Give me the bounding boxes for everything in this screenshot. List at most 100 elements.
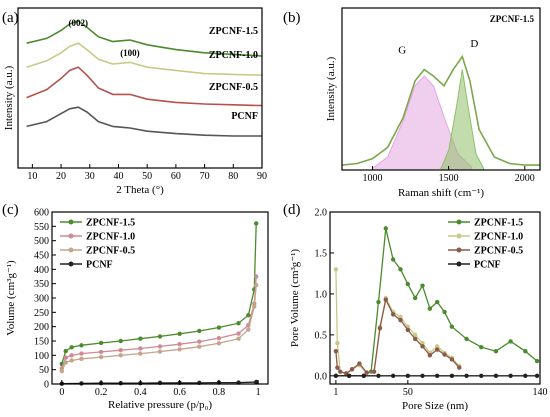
plot-frame <box>329 211 541 385</box>
series-label: PCNF <box>231 111 258 122</box>
xrd-line-zpcnf-1-5 <box>26 19 263 57</box>
data-point <box>442 352 447 357</box>
x-tick-label: 20 <box>56 171 66 182</box>
y-tick-label: 100 <box>34 351 49 362</box>
data-point <box>534 358 540 364</box>
data-point <box>246 313 251 318</box>
y-tick-label: 550 <box>34 222 49 233</box>
plot-frame <box>341 7 541 171</box>
data-point <box>349 367 355 372</box>
plot-frame <box>17 7 263 169</box>
y-tick-label: 0 <box>44 380 49 391</box>
data-point <box>493 349 499 354</box>
data-point <box>383 226 389 231</box>
data-point <box>98 349 104 355</box>
legend-swatch-marker <box>456 233 462 239</box>
y-tick-label: 450 <box>34 251 49 262</box>
panel-label-b: (b) <box>283 10 301 26</box>
data-point <box>435 347 440 352</box>
xrd-line-zpcnf-1-0 <box>26 42 263 76</box>
data-point <box>412 336 418 342</box>
data-point <box>252 304 257 309</box>
data-point <box>236 331 241 336</box>
data-point <box>118 353 123 358</box>
pore-zpcnf-1-0 <box>333 267 462 377</box>
legend-entry: ZPCNF-1.5 <box>474 218 523 229</box>
data-point <box>338 369 343 374</box>
data-point <box>457 365 462 370</box>
data-point <box>479 344 484 350</box>
band-label: G <box>398 44 406 56</box>
y-tick-label: 300 <box>34 294 49 305</box>
data-point <box>405 327 411 333</box>
y-axis-label: Intensity (a.u.) <box>325 56 337 121</box>
y-tick-label: 250 <box>34 308 49 319</box>
data-point <box>216 341 222 346</box>
x-tick-label: 80 <box>228 171 238 182</box>
data-point <box>216 325 222 330</box>
isotherm-zpcnf-1-0 <box>59 274 259 371</box>
raman-fit-line <box>341 54 540 166</box>
data-point <box>371 369 377 374</box>
data-point <box>177 331 182 337</box>
data-point <box>364 370 369 375</box>
data-point <box>63 348 68 354</box>
panel-d-pore-size: 1 50 1400.00.51.01.52.0ZPCNF-1.5ZPCNF-1.0Z… <box>289 208 548 413</box>
y-tick-label: 500 <box>34 236 49 247</box>
x-tick-label: 30 <box>85 171 95 182</box>
panel-label-c: (c) <box>2 202 19 218</box>
chart-title: ZPCNF-1.5 <box>490 14 535 24</box>
data-point <box>398 317 403 323</box>
data-point <box>412 295 418 301</box>
legend-swatch-marker <box>456 247 462 253</box>
data-point <box>376 299 381 305</box>
x-axis-label: Raman shift (cm⁻¹) <box>398 187 484 199</box>
data-point <box>357 361 362 366</box>
x-tick-label: 1000 <box>362 173 382 184</box>
data-point <box>138 351 143 356</box>
data-point <box>246 327 251 332</box>
x-tick-label: 0.2 <box>95 387 108 398</box>
data-point <box>69 345 74 350</box>
x-tick-label: 50 <box>403 387 413 398</box>
legend-entry: ZPCNF-1.0 <box>474 232 523 243</box>
data-point <box>376 373 381 379</box>
data-point <box>79 351 84 356</box>
data-point <box>63 355 68 360</box>
y-axis-label: Volume (cm³g⁻¹) <box>5 260 17 336</box>
peak-annotation: (100) <box>120 48 140 58</box>
y-tick-label: 400 <box>34 265 49 276</box>
data-point <box>177 347 182 352</box>
isotherm-pcnf <box>59 379 259 386</box>
data-point <box>333 267 339 272</box>
data-point <box>508 339 513 344</box>
data-point <box>343 371 349 376</box>
x-tick-label: 10 <box>27 171 37 182</box>
data-point <box>138 336 143 341</box>
data-point <box>346 373 352 379</box>
data-point <box>405 281 411 287</box>
legend-entry: PCNF <box>474 260 501 271</box>
data-point <box>118 347 123 353</box>
data-point <box>335 365 340 370</box>
panel-label-a: (a) <box>2 10 19 26</box>
data-point <box>420 283 425 288</box>
data-point <box>157 334 163 339</box>
legend-swatch-marker <box>456 219 462 225</box>
y-axis-label: Intensity (a.u.) <box>3 65 15 130</box>
series-label: ZPCNF-1.0 <box>209 50 258 61</box>
data-point <box>254 221 259 226</box>
isotherm-zpcnf-0-5 <box>59 282 259 374</box>
x-tick-label: 1 <box>256 387 261 398</box>
y-tick-label: 50 <box>39 365 49 376</box>
y-tick-label: 1.0 <box>315 289 328 300</box>
data-point <box>523 349 528 354</box>
xrd-line-pcnf <box>26 106 262 137</box>
data-point <box>420 340 425 346</box>
y-tick-label: 1.5 <box>315 248 328 259</box>
peak-annotation: (002) <box>69 18 89 28</box>
legend-entry: ZPCNF-1.5 <box>86 218 135 229</box>
y-tick-label: 350 <box>34 279 49 290</box>
panel-label-d: (d) <box>283 202 301 218</box>
x-tick-label: 140 <box>533 387 548 398</box>
